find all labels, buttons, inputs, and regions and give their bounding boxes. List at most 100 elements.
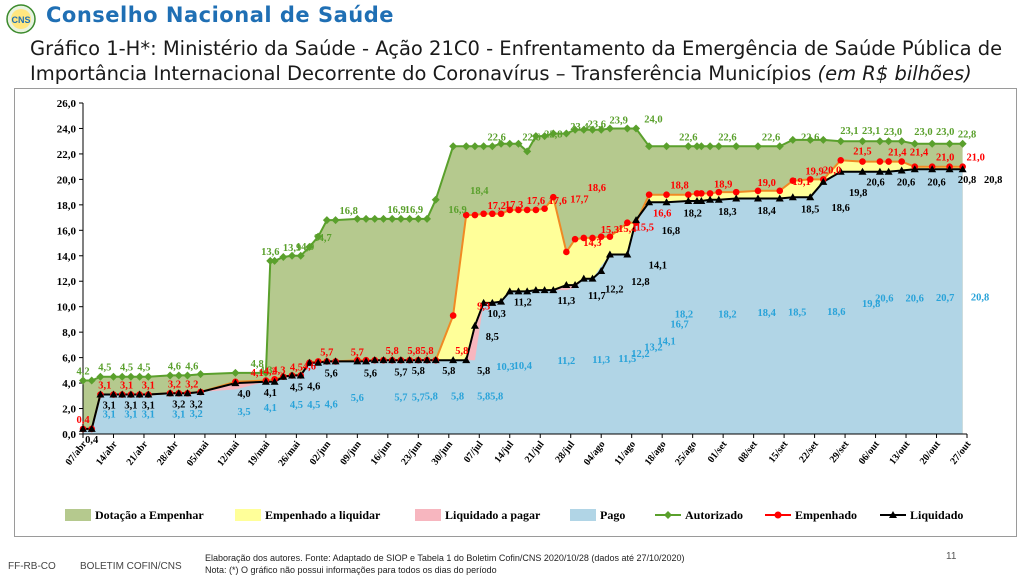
empenhado-marker [732, 188, 740, 196]
empenhado-marker [663, 191, 670, 198]
empenhado-marker [532, 206, 540, 214]
x-tick-label: 01/set [706, 439, 730, 466]
legend-swatch [235, 509, 261, 521]
liquidado-marker [531, 286, 540, 294]
x-tick-label: 06/out [857, 439, 883, 467]
autorizado-data-label: 18,4 [470, 186, 489, 197]
empenhado-data-label: 18,9 [714, 179, 732, 190]
logo-text: CNS [11, 15, 30, 25]
liquidado-data-label: 19,8 [849, 188, 867, 199]
autorizado-marker [623, 124, 632, 133]
pago-data-label: 20,6 [875, 294, 893, 305]
autorizado-marker [166, 371, 175, 380]
autorizado-marker [362, 214, 371, 223]
autorizado-marker [118, 372, 127, 381]
autorizado-marker [662, 142, 671, 151]
liquidado-marker [753, 194, 762, 202]
autorizado-marker [836, 137, 845, 146]
liquidado-marker [449, 356, 458, 364]
empenhado-marker [515, 206, 522, 214]
liquidado-marker [362, 357, 371, 365]
empenhado-data-label: 21,4 [910, 148, 929, 159]
empenhado-marker [645, 191, 653, 198]
empenhado-data-label: 3,1 [98, 381, 111, 392]
empenhado-marker [706, 190, 714, 197]
liquidado-marker [331, 357, 340, 365]
autorizado-marker [79, 376, 87, 385]
autorizado-data-label: 22,6 [679, 132, 697, 143]
autorizado-marker [388, 214, 397, 223]
autorizado-data-label: 22,6 [762, 132, 780, 143]
x-tick-label: 15/set [767, 439, 791, 466]
pago-data-label: 20,6 [906, 294, 924, 305]
liquidado-marker [231, 379, 240, 387]
pago-data-label: 10,3 [496, 362, 514, 373]
autorizado-data-label: 4,5 [120, 363, 133, 374]
autorizado-data-label: 23,0 [914, 127, 932, 138]
empenhado-data-label: 15,3 [601, 225, 619, 236]
x-tick-label: 13/out [887, 439, 913, 467]
autorizado-data-label: 4,5 [137, 363, 150, 374]
legend-marker [664, 511, 672, 519]
empenhado-marker [789, 177, 797, 184]
autorizado-marker [884, 137, 893, 146]
pago-data-label: 11,3 [592, 355, 610, 366]
liquidado-marker [379, 356, 388, 364]
autorizado-data-label: 23,6 [588, 120, 606, 131]
empenhado-marker [898, 158, 905, 165]
autorizado-marker [270, 256, 279, 265]
y-tick-label: 16,0 [57, 225, 77, 237]
liquidado-marker [405, 356, 414, 364]
autorizado-marker [875, 137, 884, 146]
autorizado-marker [605, 124, 614, 133]
autorizado-marker [910, 139, 919, 148]
pago-data-label: 11,5 [618, 354, 636, 365]
liquidado-data-label: 18,6 [832, 203, 850, 214]
autorizado-marker [540, 132, 549, 141]
empenhado-data-label: 18,6 [588, 183, 606, 194]
liquidado-data-label: 3,1 [103, 401, 116, 412]
empenhado-data-label: 4,1 [251, 368, 264, 379]
liquidado-data-label: 5,6 [325, 369, 338, 380]
empenhado-line [83, 159, 963, 430]
empenhado-marker [580, 234, 588, 242]
autorizado-marker [370, 214, 379, 223]
empenhado-marker [754, 187, 762, 195]
x-tick-label: 28/abr [155, 439, 181, 468]
empenhado-data-label: 3,2 [168, 379, 181, 390]
area-chart: 0,0 2,0 4,0 6,0 8,0 10,0 12,0 14,0 16,0 18,0 20,0 2… [57, 98, 1003, 522]
autorizado-marker [261, 368, 270, 377]
empenhado-data-label: 17,2 [488, 201, 506, 212]
liquidado-marker [697, 197, 706, 205]
autorizado-data-label: 4,3 [259, 365, 272, 376]
empenhado-data-label: 5,8 [455, 346, 468, 357]
pago-data-label: 5,8 [490, 392, 503, 403]
y-tick-label: 26,0 [57, 98, 77, 110]
empenhado-data-label: 21,0 [936, 153, 954, 164]
liquidado-data-label: 20,6 [897, 178, 915, 189]
y-tick-label: 12,0 [57, 276, 77, 288]
liquidado-marker [884, 167, 893, 175]
liquidado-data-label: 4,0 [238, 389, 251, 400]
autorizado-marker [819, 135, 828, 144]
autorizado-marker [588, 125, 597, 134]
autorizado-marker [497, 139, 506, 148]
autorizado-marker [109, 372, 118, 381]
liquidado-marker [488, 298, 497, 306]
liquidado-marker [126, 390, 135, 398]
liquidado-marker [540, 286, 549, 294]
liquidado-marker [196, 387, 205, 395]
autorizado-marker [732, 142, 741, 151]
pago-data-label: 5,8 [425, 392, 438, 403]
autorizado-marker [775, 142, 784, 151]
autorizado-marker [505, 139, 514, 148]
liquidado-marker [836, 167, 845, 175]
y-tick-label: 22,0 [57, 149, 77, 161]
y-tick-label: 18,0 [57, 200, 77, 212]
autorizado-marker [96, 372, 105, 381]
autorizado-marker [183, 371, 192, 380]
liquidado-marker [732, 194, 741, 202]
empenhado-marker [698, 190, 705, 197]
liquidado-line [83, 168, 963, 430]
pago-data-label: 20,8 [971, 292, 989, 303]
